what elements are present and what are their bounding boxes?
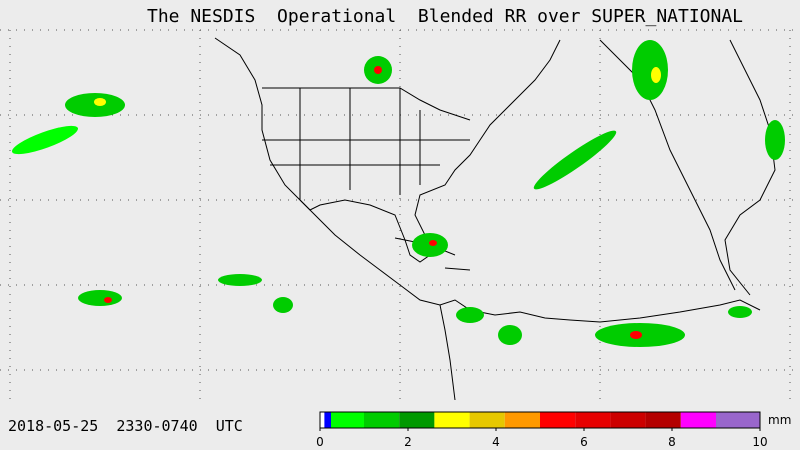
rain-area: [533, 130, 617, 190]
map-title: The NESDIS Operational Blended RR over S…: [147, 6, 743, 27]
rain-area: [11, 125, 79, 155]
rain-core: [651, 67, 661, 83]
rain-area: [65, 93, 125, 117]
rain-area: [498, 325, 522, 345]
coastline: [599, 39, 736, 291]
coastlines: [214, 37, 776, 401]
colorbar-segment: [399, 412, 435, 428]
rain-area: [632, 40, 668, 100]
rain-area: [78, 290, 122, 306]
rain-core: [630, 331, 642, 339]
colorbar-segment: [575, 412, 611, 428]
colorbar-segment: [331, 412, 364, 428]
colorbar-segment: [540, 412, 576, 428]
colorbar-frame: [319, 411, 761, 429]
colorbar-tick-label: 4: [492, 435, 500, 449]
colorbar-segment: [680, 412, 716, 428]
coastline: [439, 304, 456, 401]
colorbar-tick-label: 10: [752, 435, 767, 449]
rain-area: [273, 297, 293, 313]
rain-area: [728, 306, 752, 318]
colorbar-segment: [434, 412, 470, 428]
rain-core: [429, 240, 437, 246]
colorbar-segment: [610, 412, 646, 428]
colorbar-segment: [645, 412, 681, 428]
rain-core: [94, 98, 106, 106]
colorbar-segment: [469, 412, 505, 428]
colorbar-tick-label: 8: [668, 435, 676, 449]
colorbar-segment: [504, 412, 540, 428]
rain-area: [765, 120, 785, 160]
rain-core: [104, 297, 112, 303]
colorbar-tick-label: 0: [316, 435, 324, 449]
coastline: [724, 39, 776, 296]
precipitation: [11, 40, 785, 347]
colorbar-unit: mm: [768, 413, 791, 427]
rain-area: [218, 274, 262, 286]
state-lines: [262, 87, 471, 200]
colorbar-tick-label: 6: [580, 435, 588, 449]
colorbar-segment: [364, 412, 400, 428]
rain-area: [412, 233, 448, 257]
timestamp: 2018-05-25 2330-0740 UTC: [8, 417, 243, 435]
colorbar-segment: [324, 412, 331, 428]
colorbar-tick-label: 2: [404, 435, 412, 449]
rain-core: [374, 66, 382, 74]
coastline: [299, 39, 561, 263]
colorbar-segment: [320, 412, 325, 428]
colorbar-segment: [716, 412, 760, 428]
rain-area: [456, 307, 484, 323]
